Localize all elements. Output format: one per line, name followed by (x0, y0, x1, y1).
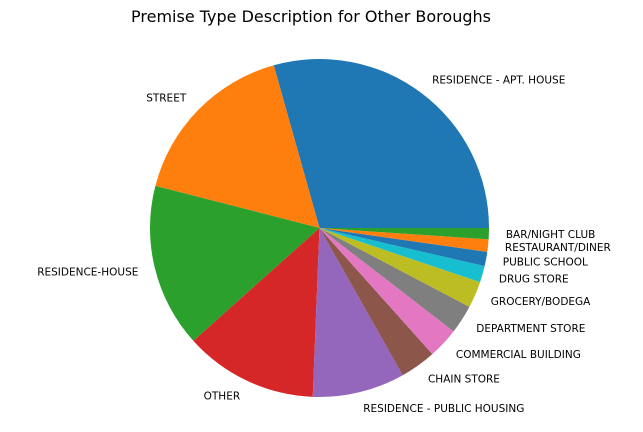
pie-slice-2 (150, 185, 320, 341)
pie-slice-12 (319, 228, 489, 240)
pie-slice-4 (312, 228, 403, 398)
pie-slice-11 (319, 228, 489, 252)
pie-slice-0 (273, 59, 489, 229)
pie-slice-8 (319, 228, 481, 307)
pie-slice-6 (319, 228, 454, 355)
pie-slices (150, 59, 489, 398)
chart-title: Premise Type Description for Other Borou… (131, 7, 491, 26)
pie-label-7: DEPARTMENT STORE (476, 323, 585, 335)
pie-label-3: OTHER (204, 391, 241, 403)
pie-label-1: STREET (146, 92, 187, 104)
pie-label-5: CHAIN STORE (428, 374, 500, 386)
pie-label-9: DRUG STORE (499, 273, 569, 285)
pie-label-4: RESIDENCE - PUBLIC HOUSING (363, 403, 524, 415)
pie-label-11: RESTAURANT/DINER (505, 242, 611, 254)
pie-slice-10 (319, 228, 488, 267)
pie-slice-1 (155, 65, 320, 228)
pie-slice-5 (319, 228, 433, 376)
pie-label-12: BAR/NIGHT CLUB (506, 229, 596, 241)
pie-label-6: COMMERCIAL BUILDING (456, 349, 581, 361)
pie-slice-3 (193, 228, 320, 397)
pie-label-8: GROCERY/BODEGA (491, 296, 591, 308)
pie-slice-9 (319, 228, 485, 283)
pie-label-10: PUBLIC SCHOOL (503, 257, 588, 269)
pie-labels: RESIDENCE - APT. HOUSE STREET RESIDENCE-HO… (37, 74, 611, 415)
pie-label-2: RESIDENCE-HOUSE (37, 267, 138, 279)
pie-label-0: RESIDENCE - APT. HOUSE (432, 74, 565, 86)
pie-slice-7 (319, 228, 470, 332)
